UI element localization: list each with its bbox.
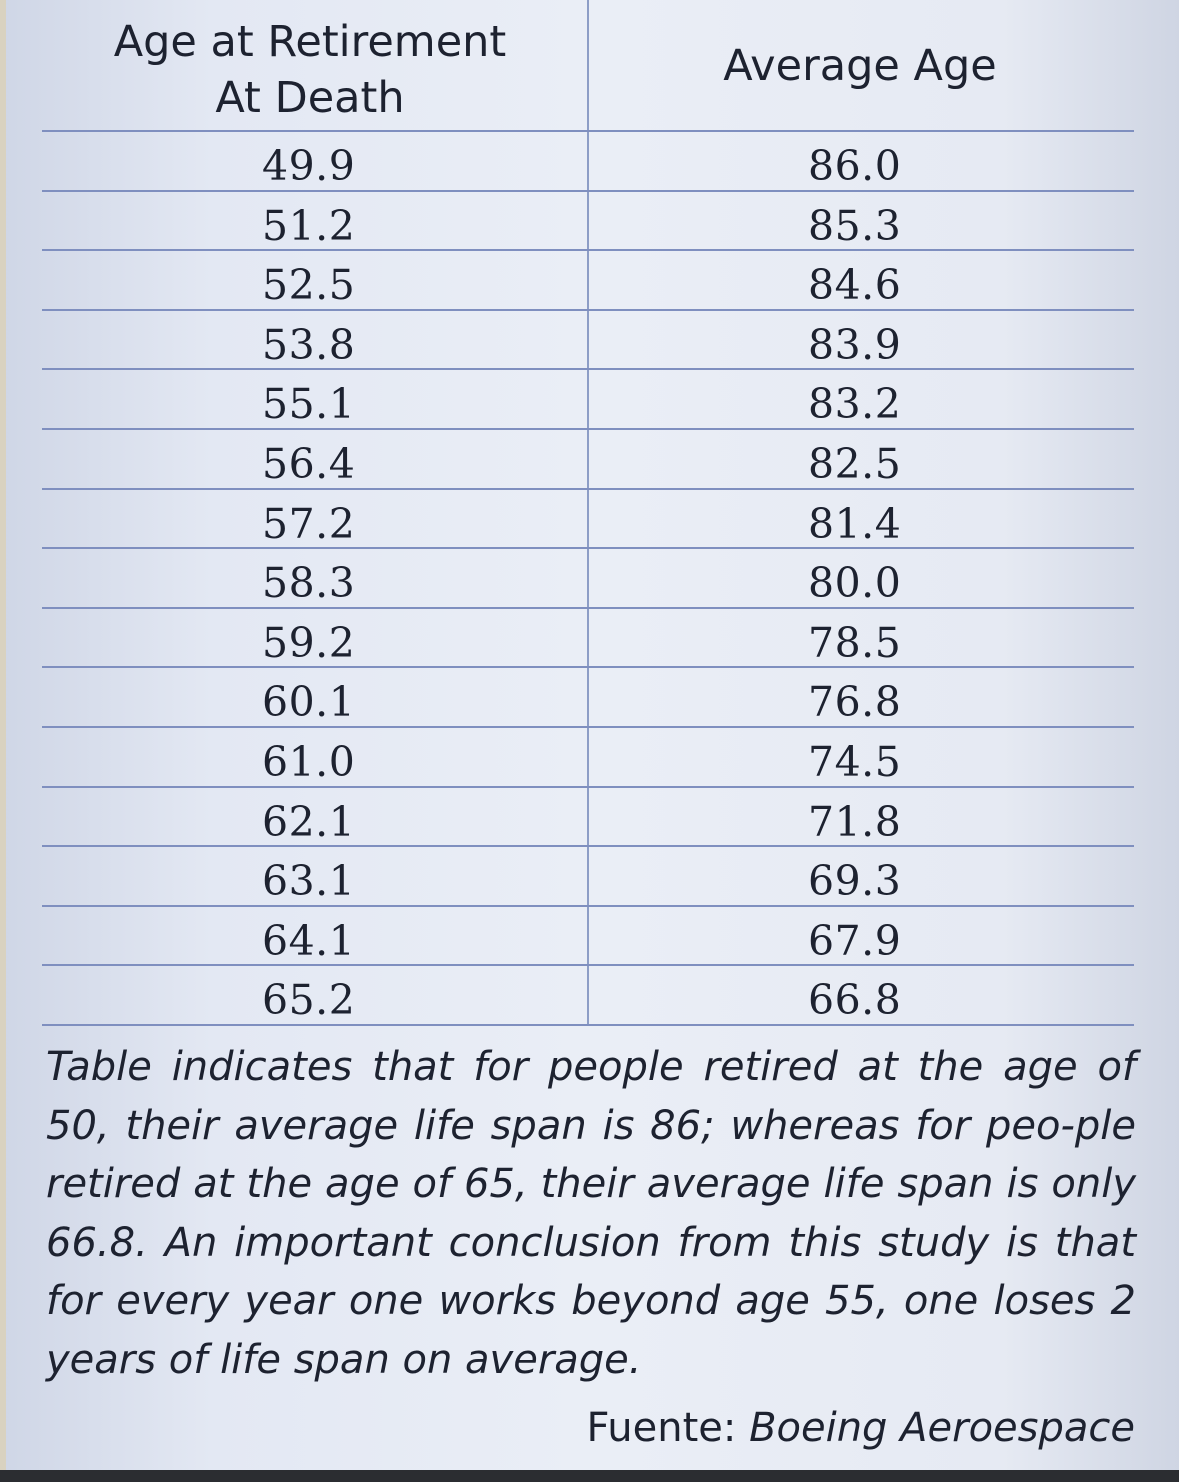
- retirement-age-cell: 52.5: [262, 261, 356, 310]
- page-edge: [0, 0, 6, 1470]
- retirement-age-cell: 61.0: [262, 738, 356, 786]
- retirement-age-cell: 59.2: [262, 618, 356, 667]
- average-age-cell: 71.8: [808, 797, 902, 846]
- average-age-cell: 67.9: [808, 916, 902, 965]
- column-header-retirement-line1: Age at Retirement: [113, 17, 507, 67]
- row-rule: [42, 666, 1134, 669]
- column-header-average-age: Average Age: [723, 41, 997, 91]
- source-label: Fuente:: [586, 1405, 737, 1451]
- retirement-age-cell: 60.1: [262, 678, 356, 727]
- retirement-age-cell: 62.1: [262, 797, 356, 846]
- retirement-age-cell: 55.1: [262, 380, 356, 429]
- row-rule: [42, 845, 1134, 848]
- retirement-age-cell: 64.1: [262, 916, 356, 965]
- average-age-cell: 80.0: [808, 559, 902, 608]
- row-rule: [42, 249, 1134, 252]
- average-age-cell: 81.4: [808, 499, 902, 548]
- retirement-age-cell: 65.2: [262, 976, 356, 1025]
- average-age-cell: 78.5: [808, 618, 902, 667]
- source-citation: Fuente: Boeing Aeroespace: [586, 1400, 1135, 1456]
- average-age-cell: 69.3: [808, 857, 902, 906]
- retirement-age-cell: 57.2: [262, 499, 356, 548]
- row-rule: [42, 428, 1134, 430]
- retirement-age-cell: 49.9: [262, 142, 356, 190]
- average-age-cell: 83.9: [808, 320, 902, 369]
- average-age-cell: 84.6: [808, 261, 902, 310]
- row-rule: [42, 726, 1134, 728]
- average-age-cell: 66.8: [808, 976, 902, 1025]
- column-header-retirement-line2: At Death: [215, 73, 405, 123]
- row-rule: [42, 1024, 1134, 1026]
- retirement-age-cell: 53.8: [262, 320, 356, 369]
- average-age-cell: 83.2: [808, 380, 902, 429]
- average-age-cell: 76.8: [808, 678, 902, 727]
- explanatory-note: Table indicates that for people retired …: [46, 1044, 1136, 1383]
- average-age-cell: 86.0: [808, 142, 902, 190]
- row-rule: [42, 308, 1134, 311]
- row-rule: [42, 964, 1134, 967]
- source-publisher: Boeing Aeroespace: [749, 1405, 1135, 1451]
- row-rule: [42, 130, 1134, 132]
- average-age-cell: 82.5: [808, 440, 902, 488]
- retirement-age-cell: 51.2: [262, 201, 356, 250]
- row-rule: [42, 785, 1134, 788]
- row-rule: [42, 487, 1134, 490]
- row-rule: [42, 904, 1134, 907]
- row-rule: [42, 368, 1134, 371]
- row-rule: [42, 606, 1134, 609]
- row-rule: [42, 547, 1134, 550]
- retirement-age-cell: 58.3: [262, 559, 356, 608]
- column-divider: [587, 0, 589, 1024]
- average-age-cell: 85.3: [808, 201, 902, 250]
- row-rule: [42, 189, 1134, 192]
- column-header-retirement: Age at Retirement At Death: [70, 14, 550, 126]
- bottom-bar: [0, 1470, 1179, 1482]
- retirement-age-cell: 56.4: [262, 440, 356, 488]
- average-age-cell: 74.5: [808, 738, 902, 786]
- retirement-age-cell: 63.1: [262, 857, 356, 906]
